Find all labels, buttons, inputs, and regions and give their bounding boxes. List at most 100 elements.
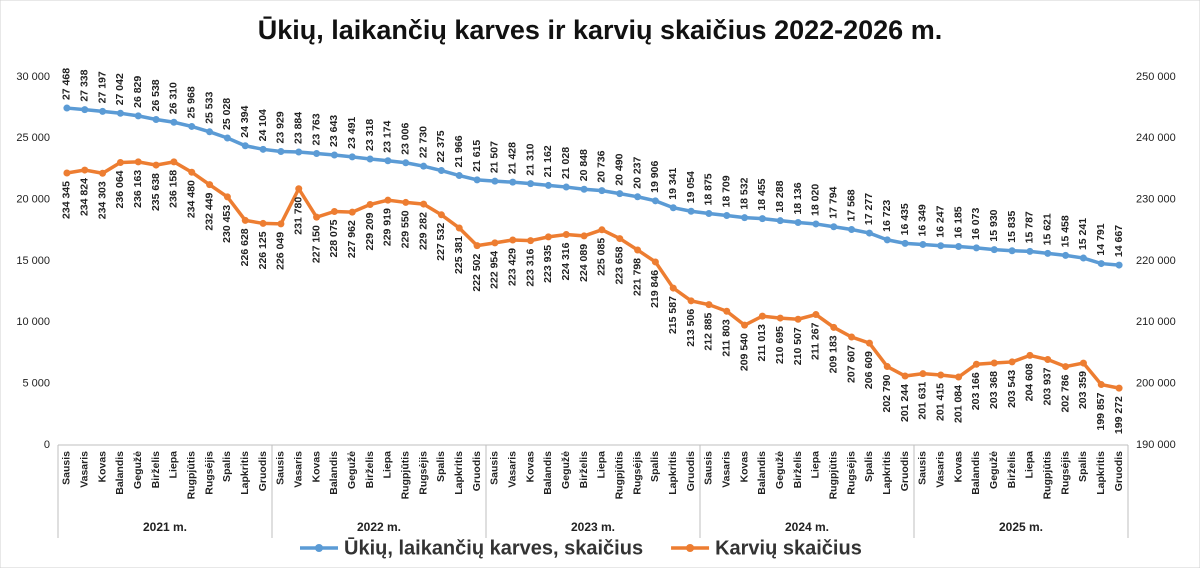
value-label: 23 174 (382, 120, 394, 152)
point (206, 181, 214, 189)
value-label: 20 848 (578, 149, 590, 181)
x-tick-label: Rugsėjis (417, 451, 429, 495)
value-label: 27 197 (96, 71, 108, 103)
x-tick-label: Gruodis (471, 451, 483, 491)
value-label: 224 316 (560, 242, 572, 280)
x-tick-label: Lapkritis (239, 451, 251, 495)
point (1008, 358, 1016, 366)
x-tick-label: Rugpjūtis (1042, 451, 1054, 500)
value-label: 25 968 (186, 86, 198, 118)
point (491, 239, 499, 247)
point (972, 360, 980, 368)
value-label: 16 247 (935, 205, 947, 237)
value-label: 227 150 (310, 225, 322, 263)
value-label: 223 658 (614, 246, 626, 284)
value-label: 210 695 (774, 326, 786, 364)
value-label: 15 835 (1006, 210, 1018, 242)
year-label: 2021 m. (143, 520, 187, 534)
x-tick-label: Vasaris (507, 451, 519, 488)
y2-tick-label: 220 000 (1136, 255, 1176, 267)
x-tick-label: Rugsėjis (845, 451, 857, 495)
point (63, 104, 71, 112)
x-tick-label: Sausis (917, 451, 929, 485)
value-label: 203 937 (1042, 367, 1054, 405)
value-label: 203 166 (970, 372, 982, 410)
value-label: 236 064 (114, 170, 126, 208)
point (1062, 251, 1070, 259)
point (473, 176, 481, 184)
x-tick-label: Spalis (435, 451, 447, 482)
point (848, 333, 856, 341)
x-tick-label: Gegužė (560, 451, 572, 489)
x-tick-label: Birželis (578, 451, 590, 489)
value-label: 26 829 (132, 76, 144, 108)
x-tick-label: Liepa (1024, 451, 1036, 479)
value-label: 18 455 (756, 178, 768, 210)
value-label: 27 468 (61, 68, 73, 100)
point (651, 197, 659, 205)
x-tick-label: Balandis (328, 451, 340, 495)
point (206, 128, 214, 136)
value-label: 19 341 (667, 167, 679, 199)
value-label: 210 507 (792, 327, 804, 365)
point (937, 242, 945, 250)
point (776, 217, 784, 225)
point (384, 196, 392, 204)
value-label: 228 075 (328, 219, 340, 257)
x-tick-label: Lapkritis (667, 451, 679, 495)
point (669, 284, 677, 292)
value-label: 25 533 (203, 92, 215, 124)
value-label: 16 723 (881, 200, 893, 232)
chart-title: Ūkių, laikančių karves ir karvių skaičiu… (258, 15, 942, 45)
value-label: 234 303 (96, 181, 108, 219)
point (955, 242, 963, 250)
point (812, 220, 820, 228)
year-label: 2022 m. (357, 520, 401, 534)
x-tick-label: Liepa (810, 451, 822, 479)
value-label: 17 277 (863, 193, 875, 225)
x-tick-label: Sausis (275, 451, 287, 485)
value-label: 16 435 (899, 203, 911, 235)
legend-marker (686, 544, 695, 552)
value-label: 16 073 (970, 208, 982, 240)
value-label: 22 730 (417, 126, 429, 158)
value-label: 24 394 (239, 105, 251, 137)
x-tick-label: Gegužė (774, 451, 786, 489)
value-label: 18 288 (774, 180, 786, 212)
x-tick-label: Rugsėjis (203, 451, 215, 495)
x-tick-label: Spalis (649, 451, 661, 482)
point (402, 159, 410, 167)
value-label: 15 787 (1024, 211, 1036, 243)
value-label: 21 310 (524, 143, 536, 175)
value-label: 229 209 (364, 212, 376, 250)
x-tick-label: Birželis (150, 451, 162, 489)
point (223, 193, 231, 201)
point (1026, 351, 1034, 359)
value-label: 206 609 (863, 351, 875, 389)
point (81, 166, 89, 174)
point (509, 236, 517, 244)
value-label: 201 084 (952, 385, 964, 423)
value-label: 19 054 (685, 171, 697, 203)
x-tick-label: Kovas (524, 451, 536, 483)
value-label: 234 345 (61, 181, 73, 219)
point (616, 235, 624, 243)
year-label: 2024 m. (785, 520, 829, 534)
point (366, 201, 374, 209)
value-label: 199 857 (1095, 392, 1107, 430)
value-label: 26 538 (150, 79, 162, 111)
y-tick-label: 30 000 (16, 71, 50, 83)
value-label: 227 962 (346, 220, 358, 258)
value-label: 18 875 (703, 173, 715, 205)
point (1008, 247, 1016, 255)
value-label: 234 824 (79, 178, 91, 216)
value-label: 227 532 (435, 223, 447, 261)
point (598, 226, 606, 234)
value-label: 21 162 (542, 145, 554, 177)
point (937, 371, 945, 379)
point (972, 244, 980, 252)
value-label: 234 480 (186, 180, 198, 218)
point (865, 229, 873, 237)
y2-tick-label: 240 000 (1136, 132, 1176, 144)
value-label: 19 906 (649, 161, 661, 193)
